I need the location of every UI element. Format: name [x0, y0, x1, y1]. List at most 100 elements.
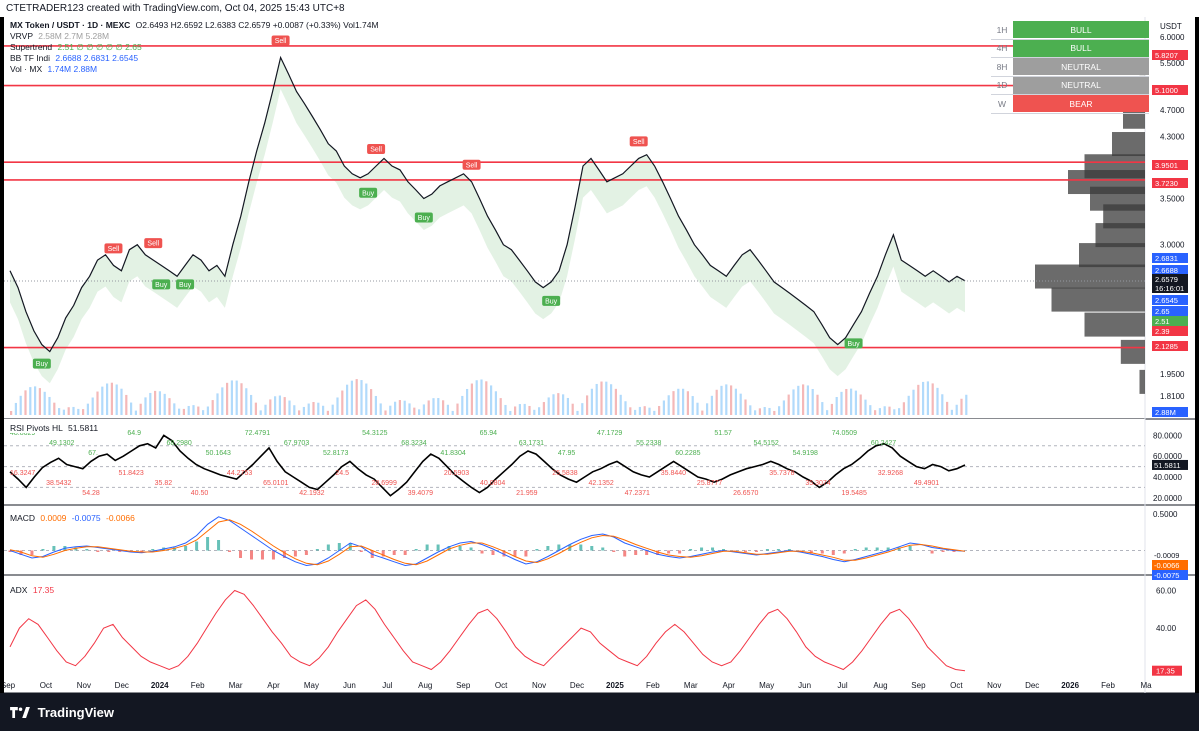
volume-bar	[110, 382, 113, 415]
macd-histogram-bar	[436, 544, 440, 551]
volume-bar	[422, 404, 425, 415]
signal-label: Sell	[633, 139, 645, 146]
macd-histogram-bar	[52, 546, 56, 551]
sell-signal	[462, 159, 481, 170]
adx-value: 17.35	[32, 585, 55, 595]
macd-histogram-bar	[140, 550, 144, 552]
macd-histogram-bar	[239, 550, 243, 558]
volume-bar	[288, 400, 291, 415]
price-axis-tag	[1152, 407, 1188, 417]
rsi-pivot-high-label: 51.57	[714, 430, 732, 437]
header-text: CTETRADER123 created with TradingView.co…	[6, 3, 345, 14]
volume-bar	[950, 409, 953, 415]
macd-histogram-bar	[293, 550, 297, 557]
vol-label: Vol · MX	[10, 64, 43, 74]
volume-bar	[408, 403, 411, 415]
rsi-pivot-high-label: 41.8304	[440, 450, 465, 457]
x-axis-tick-label: Nov	[987, 681, 1001, 690]
legend-vrvp-row[interactable]: VRVP 2.58M 2.7M 5.28M	[10, 31, 109, 41]
volume-bar	[643, 406, 646, 415]
volume-bar	[451, 410, 454, 415]
price-axis-tag	[1152, 274, 1188, 284]
price-axis-tag-text: 2.1285	[1155, 342, 1178, 351]
volume-bar	[547, 397, 550, 415]
volume-bar	[317, 402, 320, 415]
volume-bar	[629, 407, 632, 415]
legend-rsi-row[interactable]: RSI Pivots HL 51.5811	[10, 423, 99, 433]
price-axis-tag	[1152, 50, 1188, 60]
volume-bar	[202, 410, 205, 415]
volume-bar	[638, 406, 641, 415]
rsi-pivot-high-label: 48.8629	[10, 430, 35, 437]
macd-histogram-bar	[491, 550, 495, 555]
legend-macd-row[interactable]: MACD 0.0009 -0.0075 -0.0066	[10, 513, 135, 523]
volume-bar	[494, 391, 497, 415]
price-axis-tag	[1152, 178, 1188, 188]
chart-svg[interactable]: Buy Sell Sell Buy Buy Sell Sell Buy Buy Sell Buy Se…	[1, 17, 1195, 694]
tradingview-logo-icon	[10, 707, 30, 718]
macd-histogram-bar	[260, 550, 264, 560]
x-axis-tick-label: Oct	[950, 681, 963, 690]
mtf-row: W BEAR	[991, 95, 1149, 114]
macd-histogram-bar	[711, 547, 715, 551]
legend-title-row: MX Token / USDT · 1D · MEXC O2.6493 H2.6…	[10, 20, 379, 30]
x-axis-tick-label: May	[759, 681, 774, 690]
mtf-row: 4H BULL	[991, 39, 1149, 58]
volume-bar	[802, 384, 805, 415]
price-axis-tag-text: 2.65	[1155, 307, 1170, 316]
volume-bar	[341, 390, 344, 415]
rsi-pivot-low-label: 40.0804	[480, 480, 505, 487]
adx-tick-label: 60.00	[1156, 587, 1177, 596]
x-axis-tick-label: Dec	[570, 681, 584, 690]
legend-vol-row[interactable]: Vol · MX 1.74M 2.88M	[10, 64, 97, 74]
volume-bar	[442, 400, 445, 415]
price-axis-tag	[1152, 85, 1188, 95]
macd-histogram-bar	[678, 550, 682, 554]
volume-bar	[120, 388, 123, 415]
legend-supertrend-row[interactable]: Supertrend 2.51 ∅ ∅ ∅ ∅ ∅ 2.65	[10, 42, 142, 53]
buy-signal	[359, 187, 378, 198]
legend-bb-row[interactable]: BB TF Indi 2.6688 2.6831 2.6545	[10, 53, 138, 63]
x-axis-tick-label: Jun	[343, 681, 356, 690]
price-tick-label: 3.0000	[1160, 241, 1185, 250]
volume-bar	[955, 404, 958, 415]
volume-bar	[859, 394, 862, 415]
volume-bar	[816, 394, 819, 415]
volume-bar	[14, 402, 17, 415]
volume-bar	[888, 406, 891, 415]
macd-histogram-bar	[217, 540, 221, 551]
rsi-pivot-high-label: 68.3234	[401, 440, 426, 447]
volume-bar	[662, 400, 665, 415]
rsi-pivot-low-label: 35.3074	[805, 480, 830, 487]
macd-histogram-bar	[864, 547, 868, 551]
volume-bar	[782, 400, 785, 415]
signal-label: Buy	[362, 190, 375, 197]
x-axis-tick-label: Feb	[646, 681, 660, 690]
macd-histogram-bar	[337, 543, 341, 551]
price-axis-tag-text: 5.1000	[1155, 86, 1178, 95]
volume-bar	[806, 385, 809, 415]
macd-histogram-bar	[842, 550, 846, 554]
volume-bar	[600, 381, 603, 415]
volume-bar	[907, 395, 910, 415]
rsi-pivot-low-label: 16.3247	[10, 470, 35, 477]
price-tick-label: 5.5000	[1160, 59, 1185, 68]
volume-bar	[850, 388, 853, 415]
chart-area[interactable]: Buy Sell Sell Buy Buy Sell Sell Buy Buy Sell Buy Se…	[1, 17, 1195, 694]
price-axis-tag	[1152, 265, 1188, 275]
volume-bar	[245, 388, 248, 415]
volume-bar	[557, 393, 560, 415]
volume-bar	[384, 410, 387, 415]
volume-bar	[715, 389, 718, 415]
legend-adx-row[interactable]: ADX 17.35	[10, 585, 55, 595]
price-axis-tag-text: 2.6545	[1155, 296, 1178, 305]
volume-bar	[206, 406, 209, 415]
volume-bar	[610, 384, 613, 415]
volume-bar	[768, 407, 771, 415]
macd-histogram-bar	[765, 549, 769, 551]
volume-bar	[456, 403, 459, 415]
volume-bar	[53, 402, 56, 415]
sell-signal	[629, 136, 648, 147]
x-axis-tick-label: Sep	[4, 681, 16, 690]
volume-bar	[778, 406, 781, 415]
